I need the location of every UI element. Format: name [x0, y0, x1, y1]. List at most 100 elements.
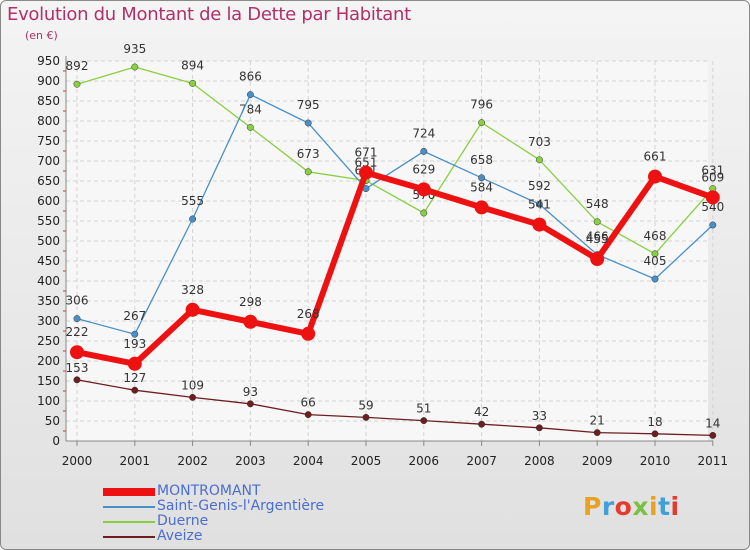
- data-label: 127: [123, 371, 146, 385]
- data-point: [127, 356, 142, 371]
- y-tick-label: 350: [37, 294, 60, 308]
- data-point: [185, 302, 200, 317]
- data-point: [709, 221, 717, 229]
- data-label: 109: [181, 378, 204, 392]
- data-label: 33: [532, 409, 547, 423]
- data-label: 784: [239, 102, 262, 116]
- data-point: [705, 190, 720, 205]
- legend-swatch: [103, 488, 155, 496]
- data-point: [304, 168, 312, 176]
- data-point: [420, 147, 428, 155]
- unit-label: (en €): [25, 29, 58, 42]
- data-point: [535, 156, 543, 164]
- data-label: 59: [358, 398, 373, 412]
- x-tick-label: 2006: [409, 454, 440, 468]
- data-label: 328: [181, 283, 204, 297]
- data-label: 268: [297, 307, 320, 321]
- data-point: [73, 315, 81, 323]
- data-label: 468: [644, 229, 667, 243]
- series-line: [76, 169, 714, 367]
- legend-swatch: [103, 536, 155, 538]
- data-point: [131, 330, 139, 338]
- data-point: [478, 174, 486, 182]
- logo-letter: P: [583, 492, 602, 521]
- data-label: 93: [243, 385, 258, 399]
- data-point: [420, 417, 428, 425]
- y-tick-label: 250: [37, 334, 60, 348]
- x-tick-label: 2005: [351, 454, 382, 468]
- data-point: [70, 345, 84, 360]
- y-tick-label: 600: [37, 194, 60, 208]
- y-tick-label: 550: [37, 214, 60, 228]
- y-tick-label: 700: [37, 154, 60, 168]
- data-label: 14: [705, 416, 720, 430]
- data-point: [416, 182, 431, 197]
- data-point: [131, 386, 139, 394]
- data-label: 724: [412, 126, 435, 140]
- logo-letter: t: [658, 492, 671, 521]
- series-line: [76, 93, 714, 335]
- legend-swatch: [103, 521, 155, 523]
- y-tick-label: 750: [37, 134, 60, 148]
- data-label: 21: [590, 414, 605, 428]
- data-label: 703: [528, 135, 551, 149]
- logo-letter: r: [601, 492, 615, 521]
- data-point: [246, 123, 254, 131]
- data-label: 66: [301, 396, 316, 410]
- x-tick-label: 2004: [293, 454, 324, 468]
- data-label: 193: [123, 337, 146, 351]
- x-tick-label: 2011: [698, 454, 729, 468]
- data-label: 651: [355, 156, 378, 170]
- data-point: [651, 430, 659, 438]
- data-label: 796: [470, 98, 493, 112]
- data-label: 298: [239, 295, 262, 309]
- data-label: 541: [528, 198, 551, 212]
- data-label: 153: [66, 361, 89, 375]
- data-label: 671: [355, 146, 378, 160]
- x-tick-label: 2002: [177, 454, 208, 468]
- legend-swatch: [103, 506, 155, 508]
- data-point: [535, 200, 543, 208]
- data-point: [304, 411, 312, 419]
- data-point: [301, 326, 316, 341]
- data-point: [73, 376, 81, 384]
- data-label: 222: [66, 325, 89, 339]
- legend-label: Saint-Genis-l'Argentière: [157, 498, 325, 514]
- x-tick-label: 2008: [524, 454, 555, 468]
- data-label: 555: [181, 194, 204, 208]
- data-label: 631: [701, 164, 724, 178]
- data-label: 548: [586, 197, 609, 211]
- data-label: 18: [647, 415, 662, 429]
- data-point: [590, 252, 605, 266]
- data-point: [359, 165, 373, 180]
- data-label: 466: [586, 230, 609, 244]
- x-tick-label: 2003: [235, 454, 266, 468]
- legend-label: Aveize: [157, 528, 203, 544]
- data-point: [651, 250, 659, 258]
- y-tick-label: 200: [37, 354, 60, 368]
- x-tick-label: 2009: [582, 454, 613, 468]
- y-tick-label: 100: [37, 394, 60, 408]
- data-point: [189, 393, 197, 401]
- data-label: 795: [297, 98, 320, 112]
- series-line: [76, 379, 713, 437]
- data-label: 661: [644, 150, 667, 164]
- legend-label: Duerne: [157, 513, 209, 529]
- data-label: 609: [701, 170, 724, 184]
- data-point: [362, 413, 370, 421]
- data-label: 592: [528, 179, 551, 193]
- logo-letter: o: [614, 492, 633, 521]
- logo-letter: i: [649, 492, 659, 521]
- data-label: 658: [470, 153, 493, 167]
- data-label: 935: [123, 42, 146, 56]
- y-tick-label: 950: [37, 54, 60, 68]
- data-point: [246, 91, 254, 99]
- data-label: 584: [470, 180, 493, 194]
- y-tick-label: 50: [45, 414, 60, 428]
- data-label: 540: [701, 200, 724, 214]
- x-tick-label: 2000: [62, 454, 93, 468]
- data-label: 405: [644, 254, 667, 268]
- data-point: [648, 169, 662, 184]
